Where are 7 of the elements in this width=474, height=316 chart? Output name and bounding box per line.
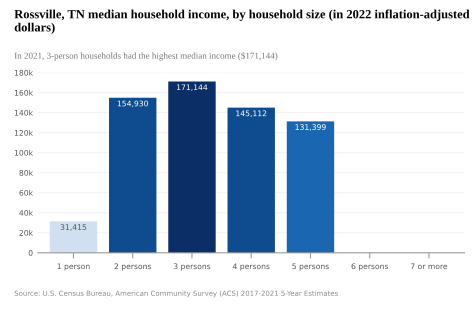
bar (228, 108, 275, 253)
bar (109, 98, 156, 253)
chart-subtitle: In 2021, 3-person households had the highest median income ($171,144) (14, 52, 278, 61)
bar (168, 82, 216, 253)
chart-title: Rossville, TN median household income, by household size (in 2022 inflation-adjusted dollars) (14, 9, 470, 34)
bar (50, 221, 98, 253)
bar (286, 121, 334, 253)
